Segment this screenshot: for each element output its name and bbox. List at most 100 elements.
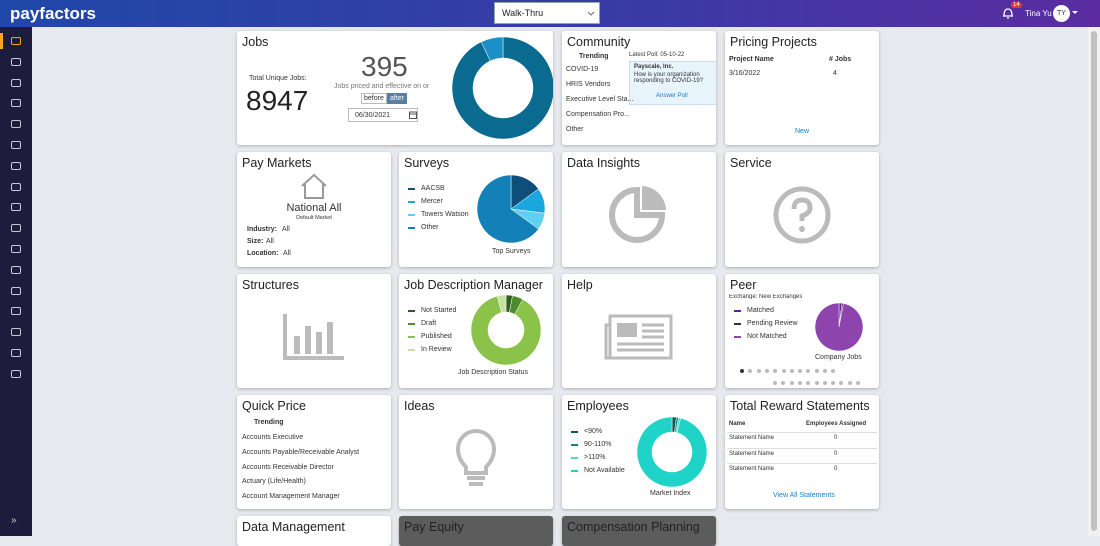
pie-icon <box>609 186 666 244</box>
house-icon <box>301 173 327 199</box>
tile-title: Help <box>567 278 593 292</box>
chart-slice <box>636 416 708 488</box>
trs-tile[interactable]: Total Reward Statements Name Employees A… <box>725 395 879 509</box>
legend-swatch <box>408 201 415 203</box>
pay-markets-tile[interactable]: Pay Markets National All Default Market … <box>237 152 391 267</box>
page-dot <box>822 381 827 385</box>
nav-icon <box>11 120 21 129</box>
priced-jobs: 395 <box>361 51 408 82</box>
peer-tile[interactable]: Peer Exchange: New Exchanges Company Job… <box>725 274 879 388</box>
before-button[interactable]: before <box>361 93 387 104</box>
list-item[interactable]: Accounts Receivable Director <box>242 463 334 471</box>
chevron <box>587 11 595 16</box>
workspace-select[interactable]: Walk-Thru <box>494 2 600 24</box>
label: Total Unique Jobs: <box>249 75 307 82</box>
scroll-thumb[interactable] <box>1091 31 1097 531</box>
page-dot <box>756 369 761 373</box>
list-item[interactable]: Account Management Manager <box>242 493 340 501</box>
legend-label: Not Available <box>584 467 625 474</box>
page-dot <box>823 369 827 373</box>
column-header: # Jobs <box>829 56 852 63</box>
nav-icon <box>11 99 21 108</box>
data-management-tile[interactable]: Data Management <box>237 516 391 546</box>
tile-title: Surveys <box>404 156 450 170</box>
page-dot <box>831 381 836 385</box>
legend-label: Towers Watson <box>421 211 469 218</box>
answer-poll-button[interactable]: Answer Poll <box>656 93 688 99</box>
column-header: Employees Assigned <box>806 421 867 427</box>
list-item[interactable]: Compensation Pro... <box>566 111 630 118</box>
list-item[interactable]: COVID-19 <box>566 66 599 73</box>
pay-equity-tile[interactable]: Pay Equity <box>399 516 553 546</box>
help-tile[interactable]: Help <box>562 274 716 388</box>
logo[interactable]: payfactors <box>10 4 96 23</box>
avatar[interactable]: TY <box>1053 5 1070 22</box>
latest-poll: Latest Poll: 05-10-22 <box>629 52 685 58</box>
tile-title: Employees <box>567 399 629 413</box>
data-insights-tile[interactable]: Data Insights <box>562 152 716 267</box>
after-button[interactable]: after <box>387 93 408 104</box>
tile-title: Structures <box>242 278 299 292</box>
jdm-tile[interactable]: Job Description Manager Job Description … <box>399 274 553 388</box>
chart-caption: Job Description Status <box>458 369 529 376</box>
list-item[interactable]: Accounts Payable/Receivable Analyst <box>242 448 360 456</box>
legend-swatch <box>408 349 415 351</box>
service-tile[interactable]: Service <box>725 152 879 267</box>
newspaper-icon <box>604 314 673 360</box>
poll-org: Payscale, Inc. <box>634 64 674 70</box>
nav-icon <box>11 57 21 66</box>
chart-slice <box>476 174 539 244</box>
new-link[interactable]: New <box>795 128 810 135</box>
tile-title: Service <box>730 156 772 170</box>
list-item[interactable]: Accounts Executive <box>242 434 304 441</box>
structures-tile[interactable]: Structures <box>237 274 391 388</box>
jobs-donut <box>451 36 553 140</box>
cell: Statement Name <box>729 466 775 472</box>
jobs-tile[interactable]: Jobs Total Unique Jobs: 8947 395 Jobs pr… <box>237 31 553 145</box>
list-item[interactable]: Executive Level Sta... <box>566 96 634 103</box>
active-indicator <box>0 33 3 49</box>
page-dot <box>773 369 778 373</box>
tile-title: Pay Equity <box>404 520 464 534</box>
list-item[interactable]: Other <box>566 126 584 133</box>
list-item[interactable]: Actuary (Life/Health) <box>242 478 306 486</box>
column-header: Project Name <box>729 56 774 63</box>
expand-icon[interactable]: » <box>11 515 17 526</box>
page-dot <box>789 369 794 373</box>
legend-swatch <box>408 188 415 190</box>
user-name[interactable]: Tina Yu <box>1025 9 1052 18</box>
legend-label: Pending Review <box>747 320 798 327</box>
employees-tile[interactable]: Employees Market Index <90% 90-110% >110% N… <box>562 395 716 509</box>
tile-title: Job Description Manager <box>404 278 543 292</box>
date-input[interactable]: 06/30/2021 <box>348 108 418 122</box>
row-divider <box>727 432 877 433</box>
view-all-link[interactable]: View All Statements <box>773 492 835 499</box>
jdm-donut <box>470 294 542 366</box>
comp-planning-tile[interactable]: Compensation Planning <box>562 516 716 546</box>
ideas-tile[interactable]: Ideas <box>399 395 553 509</box>
page-dot <box>781 369 786 373</box>
question-icon <box>773 186 831 244</box>
legend-swatch <box>571 470 578 472</box>
calendar-icon[interactable] <box>409 111 417 119</box>
page-dot <box>814 381 819 385</box>
page-dot <box>798 369 803 373</box>
row-divider <box>727 463 877 464</box>
page-dot <box>806 369 811 373</box>
tile-title: Community <box>567 35 631 49</box>
cell: 0 <box>834 466 838 472</box>
community-tile[interactable]: Community Trending Latest Poll: 05-10-22… <box>562 31 716 145</box>
surveys-tile[interactable]: Surveys Top Surveys AACSB Mercer Towers Wa… <box>399 152 553 267</box>
quick-price-tile[interactable]: Quick Price Trending Accounts Executive A… <box>237 395 391 509</box>
nav-icon <box>11 328 21 337</box>
list-item[interactable]: HRIS Vendors <box>566 81 611 88</box>
chevron <box>1072 11 1078 14</box>
scrollbar <box>1088 27 1100 536</box>
bell-icon[interactable] <box>1001 6 1015 20</box>
employees-donut <box>636 416 708 488</box>
pricing-tile[interactable]: Pricing Projects Project Name # Jobs 3/1… <box>725 31 879 145</box>
nav-icon <box>11 265 21 274</box>
legend-swatch <box>571 457 578 459</box>
legend-swatch <box>408 214 415 216</box>
row-value: All <box>282 226 290 233</box>
